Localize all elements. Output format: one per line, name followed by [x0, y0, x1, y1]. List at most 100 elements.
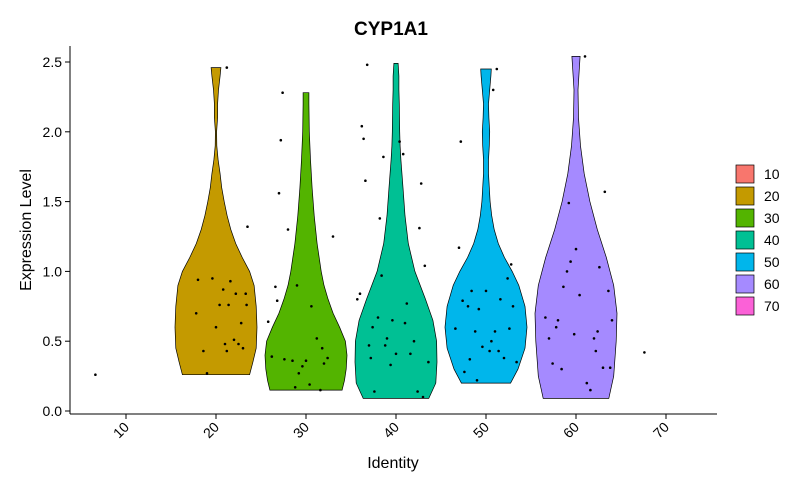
data-point	[398, 140, 401, 143]
data-point	[214, 325, 218, 329]
data-point	[367, 344, 371, 347]
y-tick-label: 2.0	[43, 124, 63, 140]
data-point	[554, 325, 558, 329]
data-point	[463, 370, 466, 374]
data-point	[319, 388, 322, 392]
data-point	[416, 390, 419, 393]
data-point	[578, 293, 581, 297]
data-point	[385, 337, 389, 340]
data-point	[477, 307, 481, 311]
data-point	[603, 190, 607, 194]
data-point	[239, 321, 243, 325]
data-point	[592, 337, 596, 340]
data-point	[484, 289, 488, 293]
data-point	[211, 277, 214, 280]
data-point	[283, 358, 286, 361]
data-point	[491, 88, 495, 92]
data-point	[405, 302, 409, 305]
data-point	[364, 179, 367, 182]
data-point	[223, 342, 227, 346]
data-point	[301, 365, 304, 368]
legend-label-20: 20	[764, 188, 780, 204]
data-point	[409, 352, 412, 356]
data-point	[403, 321, 407, 325]
data-point	[241, 346, 245, 350]
data-point	[382, 155, 385, 159]
data-point	[275, 299, 279, 303]
data-point	[466, 305, 470, 308]
data-point	[202, 349, 205, 353]
data-point	[383, 344, 387, 347]
data-point	[308, 383, 311, 386]
data-point	[454, 327, 457, 330]
data-point	[610, 319, 614, 322]
data-point	[373, 390, 376, 393]
data-point	[380, 274, 383, 277]
data-point	[421, 395, 425, 399]
data-point	[490, 339, 493, 343]
violin-60	[534, 56, 618, 399]
legend-label-40: 40	[764, 232, 780, 248]
data-point	[369, 356, 373, 360]
legend-label-10: 10	[764, 166, 780, 182]
data-point	[418, 226, 421, 230]
data-point	[232, 338, 236, 342]
data-point	[608, 366, 612, 370]
data-point	[572, 332, 576, 336]
y-tick-label: 2.5	[43, 54, 63, 70]
data-point	[499, 298, 502, 301]
data-point	[470, 289, 473, 293]
data-point	[515, 360, 518, 364]
data-point	[237, 342, 240, 346]
data-point	[279, 138, 283, 142]
data-point	[358, 292, 362, 296]
legend-swatch-40	[735, 230, 755, 250]
data-point	[281, 91, 284, 94]
data-point	[502, 356, 506, 360]
data-point	[585, 381, 589, 385]
data-point	[225, 349, 229, 353]
data-point	[389, 363, 392, 367]
data-point	[365, 63, 369, 67]
data-point	[509, 263, 513, 266]
y-tick-label: 1.5	[43, 194, 63, 210]
data-point	[391, 319, 394, 322]
data-point	[401, 152, 405, 156]
data-point	[412, 339, 416, 343]
data-point	[468, 358, 472, 361]
data-point	[227, 303, 230, 307]
violins-layer	[174, 56, 618, 399]
data-point	[601, 366, 605, 370]
data-point	[459, 140, 463, 143]
x-axis-label: Identity	[367, 455, 419, 472]
data-point	[304, 359, 308, 363]
y-tick-label: 0.0	[43, 403, 63, 419]
data-point	[234, 292, 238, 296]
data-point	[394, 352, 398, 356]
y-tick-label: 0.5	[43, 333, 63, 349]
data-point	[194, 312, 198, 315]
data-point	[221, 288, 225, 291]
data-point	[205, 372, 209, 375]
data-point	[246, 225, 249, 228]
data-point	[326, 356, 329, 360]
data-point	[589, 388, 592, 392]
data-point	[360, 124, 364, 128]
data-point	[497, 349, 500, 353]
data-point	[376, 316, 380, 319]
data-point	[547, 337, 551, 340]
data-point	[473, 330, 477, 333]
data-point	[598, 265, 601, 269]
points-layer	[94, 55, 646, 399]
data-point	[297, 372, 301, 375]
data-point	[457, 246, 461, 249]
data-point	[481, 345, 484, 349]
data-point	[225, 66, 229, 69]
data-point	[495, 67, 499, 71]
legend: 10 20 30 40 50 60 70	[735, 164, 780, 316]
violin-30	[264, 92, 348, 391]
legend-swatch-60	[735, 274, 755, 294]
violin-50	[444, 68, 528, 384]
data-point	[244, 292, 247, 296]
